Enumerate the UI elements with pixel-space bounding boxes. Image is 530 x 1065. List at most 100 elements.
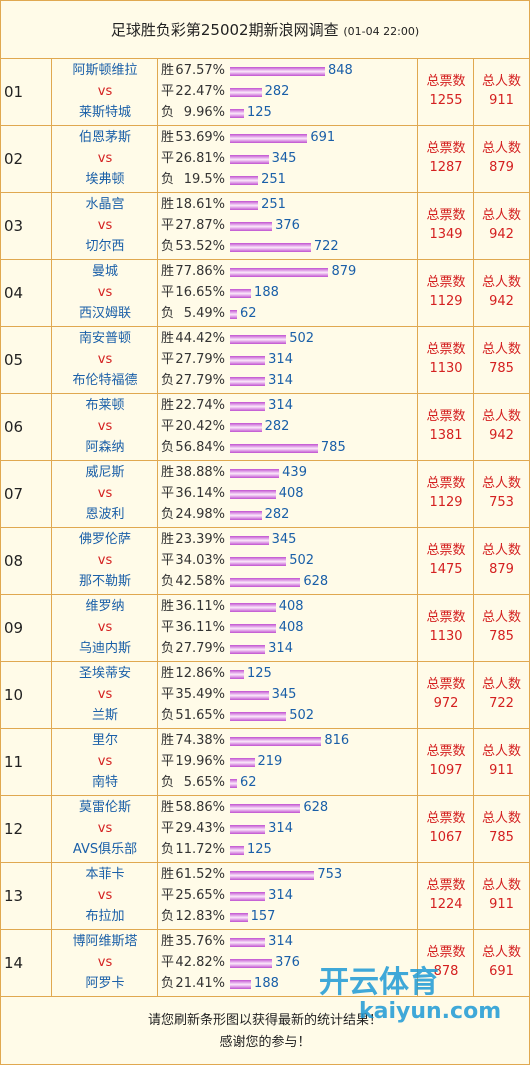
votes: 1067: [429, 830, 463, 845]
vote-bar: [230, 490, 276, 499]
result-pct: 34.03%: [175, 553, 225, 568]
away-team: AVS俱乐部: [72, 842, 138, 857]
vote-bar: [230, 176, 259, 185]
votes-label: 总票数: [426, 677, 466, 692]
people: 785: [489, 629, 514, 644]
result-label: 胜: [161, 800, 175, 815]
cell: [474, 260, 529, 327]
people-label: 总人数: [481, 342, 521, 357]
cell: [1, 662, 52, 729]
vote-count: 785: [320, 440, 346, 455]
cell: [158, 595, 418, 662]
cell: [418, 528, 474, 595]
vote-bar: [230, 134, 308, 143]
result-label: 平: [161, 955, 175, 970]
result-label: 负: [161, 172, 175, 187]
vote-count: 691: [310, 130, 336, 145]
result-pct: 12.86%: [175, 666, 225, 681]
result-pct: 27.87%: [175, 218, 225, 233]
result-pct: 25.65%: [175, 888, 225, 903]
votes-label: 总票数: [426, 878, 466, 893]
cell: [52, 193, 158, 260]
result-label: 负: [161, 708, 175, 723]
cell: [474, 930, 529, 997]
vote-bar: [230, 670, 244, 679]
votes-label: 总票数: [426, 811, 466, 826]
result-label: 平: [161, 821, 175, 836]
result-pct: 26.81%: [175, 151, 225, 166]
result-label: 平: [161, 285, 175, 300]
result-label: 胜: [161, 197, 175, 212]
result-label: 平: [161, 352, 175, 367]
people: 942: [489, 294, 514, 309]
vote-count: 62: [239, 775, 257, 790]
vote-count: 314: [268, 373, 293, 388]
cell: [418, 796, 474, 863]
vote-bar: [230, 201, 259, 210]
vote-count: 251: [261, 197, 286, 212]
home-team: 维罗纳: [85, 599, 125, 614]
vs: vs: [97, 486, 113, 501]
result-pct: 27.79%: [175, 641, 225, 656]
result-label: 平: [161, 218, 175, 233]
vote-count: 502: [289, 331, 315, 346]
result-pct: 67.57%: [175, 63, 225, 78]
vote-count: 282: [264, 419, 290, 434]
home-team: 佛罗伦萨: [78, 532, 131, 547]
vote-bar: [230, 310, 237, 319]
away-team: 南特: [91, 775, 118, 790]
people: 911: [489, 763, 514, 778]
vote-bar: [230, 804, 301, 813]
cell: [52, 796, 158, 863]
people-label: 总人数: [481, 811, 521, 826]
vs: vs: [97, 687, 113, 702]
votes: 1255: [429, 93, 463, 108]
cell: [158, 59, 418, 126]
result-pct: 11.72%: [175, 842, 225, 857]
cell: [52, 126, 158, 193]
result-label: 平: [161, 888, 175, 903]
vote-bar: [230, 779, 237, 788]
cell: [1, 863, 52, 930]
vote-count: 251: [261, 172, 286, 187]
result-label: 胜: [161, 63, 175, 78]
home-team: 威尼斯: [85, 465, 125, 480]
people: 785: [489, 830, 514, 845]
cell: [158, 930, 418, 997]
result-pct: 77.86%: [175, 264, 225, 279]
vote-count: 125: [247, 105, 272, 120]
match-no: 11: [4, 753, 24, 771]
vote-count: 188: [254, 976, 279, 991]
result-label: 胜: [161, 867, 175, 882]
people: 785: [489, 361, 514, 376]
votes: 1129: [429, 294, 463, 309]
cell: [1, 394, 52, 461]
vote-count: 314: [268, 641, 293, 656]
people-label: 总人数: [481, 141, 521, 156]
result-pct: 18.61%: [175, 197, 225, 212]
people-label: 总人数: [481, 878, 521, 893]
away-team: 切尔西: [85, 239, 125, 254]
result-pct: 36.11%: [175, 599, 225, 614]
people-label: 总人数: [481, 275, 521, 290]
vote-bar: [230, 871, 315, 880]
footer: 请您刷新条形图以获得最新的统计结果！ 感谢您的参与！: [1, 998, 529, 1054]
people: 942: [489, 227, 514, 242]
vote-bar: [230, 624, 276, 633]
home-team: 伯恩茅斯: [78, 130, 131, 145]
cell: [418, 260, 474, 327]
time: (01-04 22:00): [343, 25, 420, 38]
cell: [158, 662, 418, 729]
result-label: 平: [161, 419, 175, 434]
footer-line: 请您刷新条形图以获得最新的统计结果！: [147, 1013, 382, 1028]
vote-count: 314: [268, 398, 293, 413]
match-no: 02: [4, 150, 24, 168]
vs: vs: [97, 754, 113, 769]
cell: [1, 930, 52, 997]
vote-count: 502: [289, 708, 315, 723]
cell: [474, 461, 529, 528]
cell: [474, 327, 529, 394]
result-label: 胜: [161, 264, 175, 279]
cell: [158, 729, 418, 796]
vote-count: 125: [247, 842, 272, 857]
